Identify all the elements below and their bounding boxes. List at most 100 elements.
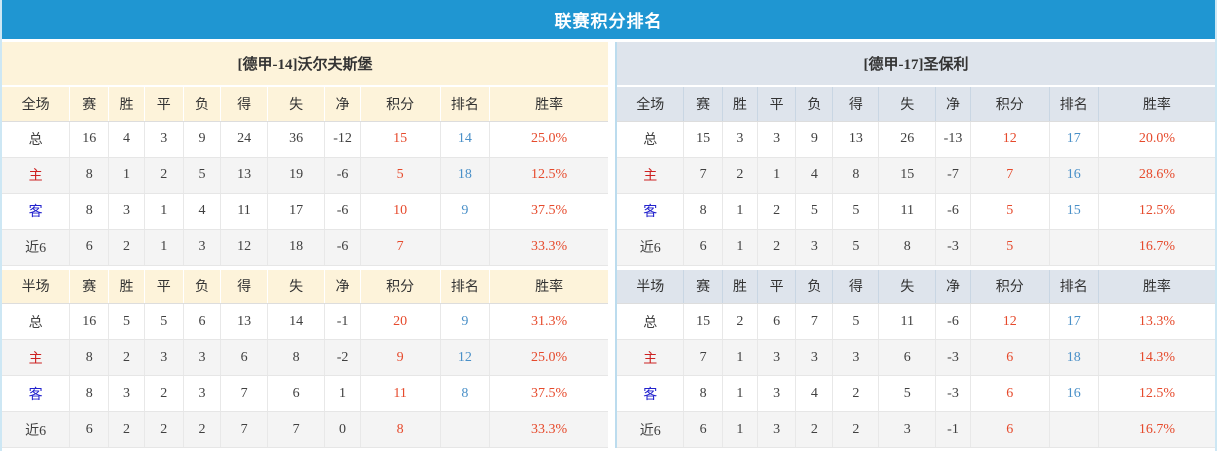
goal-diff-cell: -3 (935, 339, 971, 376)
goals-against-cell: 8 (878, 229, 936, 266)
win-rate-cell: 25.0% (489, 121, 608, 158)
draws-cell: 5 (143, 303, 184, 340)
section-label-full: 全场 (617, 87, 684, 122)
draws-cell: 3 (757, 375, 796, 412)
points-cell: 6 (969, 375, 1050, 412)
win-rate-cell: 12.5% (1097, 193, 1215, 230)
goal-diff-cell: -1 (935, 411, 971, 448)
rank-cell: 16 (1048, 157, 1099, 194)
wins-cell: 4 (108, 121, 145, 158)
column-header: 赛 (683, 269, 723, 304)
losses-cell: 2 (182, 411, 221, 448)
goals-against-cell: 19 (266, 157, 325, 194)
column-header: 胜 (108, 87, 145, 122)
matches-cell: 8 (683, 193, 723, 230)
column-header: 负 (182, 87, 221, 122)
column-header: 积分 (359, 269, 441, 304)
points-cell: 11 (359, 375, 441, 412)
win-rate-cell: 12.5% (1097, 375, 1215, 412)
rank-cell: 15 (1048, 193, 1099, 230)
goals-against-cell: 36 (266, 121, 325, 158)
goal-diff-cell: -2 (324, 339, 361, 376)
column-header: 净 (935, 87, 971, 122)
stats-row: 客 8 1 2 5 5 11 -6 5 15 12.5% (617, 193, 1215, 230)
column-header: 胜 (108, 269, 145, 304)
points-cell: 10 (359, 193, 441, 230)
goals-against-cell: 5 (878, 375, 936, 412)
points-cell: 12 (969, 121, 1050, 158)
goals-for-cell: 13 (220, 157, 268, 194)
column-header: 负 (795, 87, 833, 122)
draws-cell: 3 (757, 339, 796, 376)
goals-against-cell: 26 (878, 121, 936, 158)
matches-cell: 7 (683, 339, 723, 376)
wins-cell: 5 (108, 303, 145, 340)
stats-row: 总 15 3 3 9 13 26 -13 12 17 20.0% (617, 121, 1215, 158)
row-label: 总 (617, 303, 684, 340)
losses-cell: 4 (795, 157, 833, 194)
column-header: 赛 (69, 269, 109, 304)
wins-cell: 3 (108, 193, 145, 230)
matches-cell: 8 (69, 339, 109, 376)
goal-diff-cell: -3 (935, 229, 971, 266)
win-rate-cell: 20.0% (1097, 121, 1215, 158)
win-rate-cell: 14.3% (1097, 339, 1215, 376)
goal-diff-cell: -7 (935, 157, 971, 194)
win-rate-cell: 12.5% (489, 157, 608, 194)
goals-for-cell: 6 (220, 339, 268, 376)
row-label: 客 (2, 375, 70, 412)
losses-cell: 2 (795, 411, 833, 448)
column-header: 排名 (1048, 269, 1099, 304)
column-header: 排名 (1048, 87, 1099, 122)
matches-cell: 8 (69, 375, 109, 412)
win-rate-cell: 13.3% (1097, 303, 1215, 340)
column-header: 失 (266, 87, 325, 122)
draws-cell: 1 (757, 157, 796, 194)
row-label: 近6 (2, 229, 70, 266)
column-header: 净 (935, 269, 971, 304)
matches-cell: 6 (683, 411, 723, 448)
points-cell: 7 (359, 229, 441, 266)
wins-cell: 3 (721, 121, 758, 158)
goals-against-cell: 6 (878, 339, 936, 376)
column-header: 胜率 (489, 269, 608, 304)
team-panel-left: [德甲-14]沃尔夫斯堡 全场赛胜平负得失净积分 排名 胜率总 16 4 3 9 24 36 -12… (2, 42, 608, 448)
stats-row: 主 7 1 3 3 3 6 -3 6 18 14.3% (617, 339, 1215, 376)
rank-cell: 16 (1048, 375, 1099, 412)
goals-against-cell: 7 (266, 411, 325, 448)
stats-row: 主 8 2 3 3 6 8 -2 9 12 25.0% (2, 339, 608, 376)
matches-cell: 6 (69, 411, 109, 448)
win-rate-cell: 25.0% (489, 339, 608, 376)
points-cell: 5 (969, 229, 1050, 266)
draws-cell: 2 (757, 193, 796, 230)
stats-row: 客 8 1 3 4 2 5 -3 6 16 12.5% (617, 375, 1215, 412)
goals-for-cell: 3 (832, 339, 879, 376)
points-cell: 9 (359, 339, 441, 376)
matches-cell: 16 (69, 121, 109, 158)
goal-diff-cell: -6 (324, 157, 361, 194)
points-cell: 5 (969, 193, 1050, 230)
matches-cell: 6 (683, 229, 723, 266)
draws-cell: 3 (143, 339, 184, 376)
goals-for-cell: 2 (832, 411, 879, 448)
section-label-half: 半场 (617, 269, 684, 304)
row-label: 总 (617, 121, 684, 158)
row-label: 客 (2, 193, 70, 230)
section-label-full: 全场 (2, 87, 70, 122)
draws-cell: 2 (757, 229, 796, 266)
win-rate-cell: 33.3% (489, 411, 608, 448)
matches-cell: 15 (683, 121, 723, 158)
row-label: 总 (2, 121, 70, 158)
column-header: 负 (182, 269, 221, 304)
column-header: 赛 (683, 87, 723, 122)
column-header: 胜 (721, 87, 758, 122)
goals-for-cell: 8 (832, 157, 879, 194)
goals-for-cell: 12 (220, 229, 268, 266)
row-label: 客 (617, 375, 684, 412)
stats-row: 主 7 2 1 4 8 15 -7 7 16 28.6% (617, 157, 1215, 194)
stats-row: 客 8 3 2 3 7 6 1 11 8 37.5% (2, 375, 608, 412)
losses-cell: 5 (182, 157, 221, 194)
win-rate-cell: 16.7% (1097, 411, 1215, 448)
column-header: 平 (143, 87, 184, 122)
column-header: 失 (266, 269, 325, 304)
